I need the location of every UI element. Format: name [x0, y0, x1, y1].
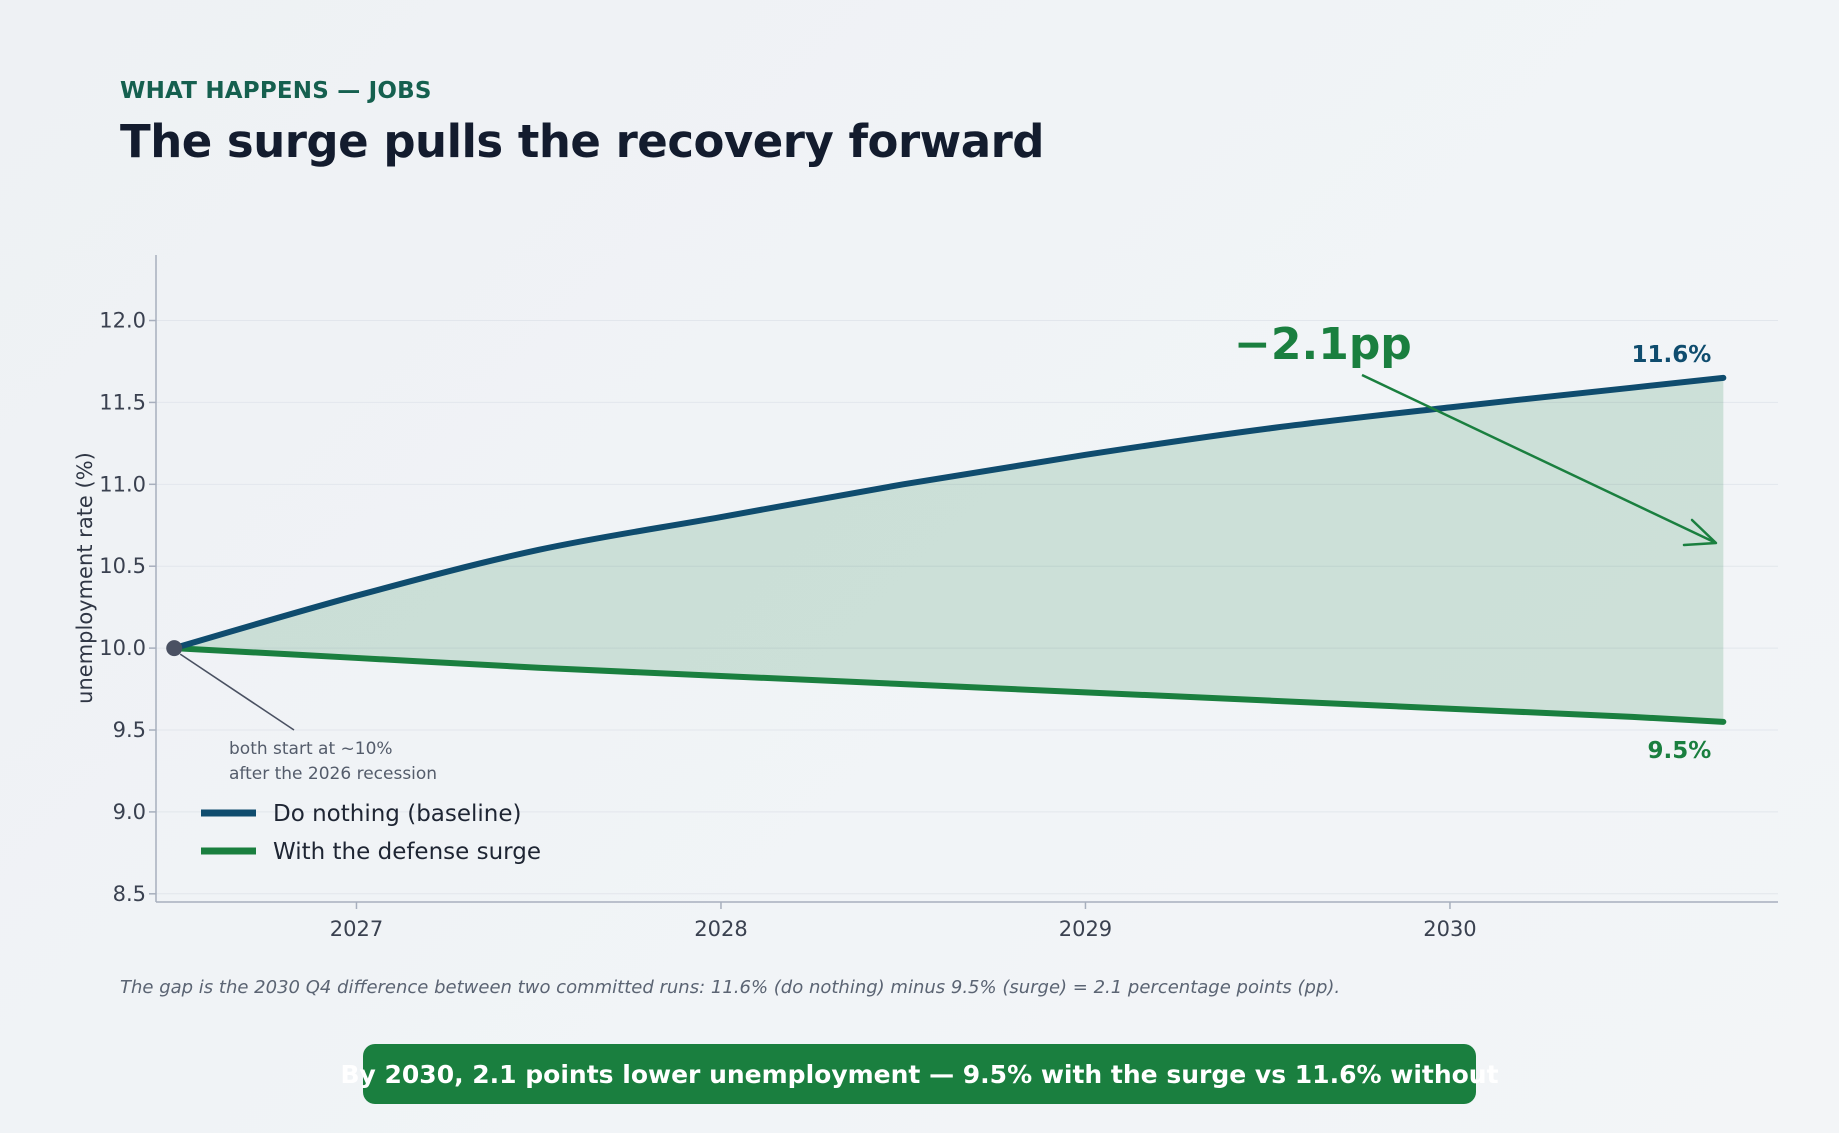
legend-label-baseline: Do nothing (baseline): [273, 801, 522, 827]
gap-label: −2.1pp: [1234, 319, 1412, 370]
series-lines: [171, 374, 1727, 725]
y-tick-labels: 8.5 9.0 9.5 10.0 10.5 11.0 11.5 12.0: [99, 309, 156, 906]
gap-arrow-line: [1361, 373, 1715, 544]
y-tick-label: 11.5: [99, 390, 146, 414]
y-tick-label: 10.5: [99, 554, 146, 578]
footnote: The gap is the 2030 Q4 difference betwee…: [120, 977, 1341, 998]
y-tick-label: 9.5: [113, 718, 146, 742]
eyebrow-label: WHAT HAPPENS — JOBS: [120, 78, 432, 104]
end-label-surge: 9.5%: [1648, 738, 1712, 764]
start-note-line2: after the 2026 recession: [229, 764, 437, 784]
legend: Do nothing (baseline) With the defense s…: [201, 801, 541, 865]
y-tick-label: 9.0: [113, 800, 146, 824]
x-tick-label: 2029: [1059, 917, 1112, 941]
axes: [155, 255, 1778, 903]
page-title: The surge pulls the recovery forward: [120, 115, 1045, 168]
y-axis-label: unemployment rate (%): [73, 452, 97, 704]
x-tick-labels: 2027 2028 2029 2030: [330, 902, 1477, 941]
x-tick-label: 2027: [330, 917, 383, 941]
y-tick-label: 11.0: [99, 472, 146, 496]
start-dot: [166, 640, 183, 657]
y-tick-label: 10.0: [99, 636, 146, 660]
gap-annotation: −2.1pp: [1234, 319, 1718, 547]
gap-arrow-head: [1682, 518, 1718, 547]
start-note-line1: both start at ~10%: [229, 739, 393, 759]
x-tick-label: 2028: [694, 917, 747, 941]
legend-label-surge: With the defense surge: [273, 839, 541, 865]
end-labels: 11.6% 9.5%: [1632, 342, 1712, 764]
gap-area: [174, 377, 1724, 722]
y-tick-label: 12.0: [99, 309, 146, 333]
series-line-baseline: [171, 374, 1727, 652]
end-label-baseline: 11.6%: [1632, 342, 1712, 368]
start-annotation: both start at ~10% after the 2026 recess…: [166, 640, 437, 784]
start-leader-line: [179, 653, 295, 731]
series-line-surge: [171, 645, 1727, 725]
summary-banner: By 2030, 2.1 points lower unemployment —…: [340, 1044, 1499, 1104]
y-tick-label: 8.5: [113, 882, 146, 906]
x-tick-label: 2030: [1423, 917, 1476, 941]
